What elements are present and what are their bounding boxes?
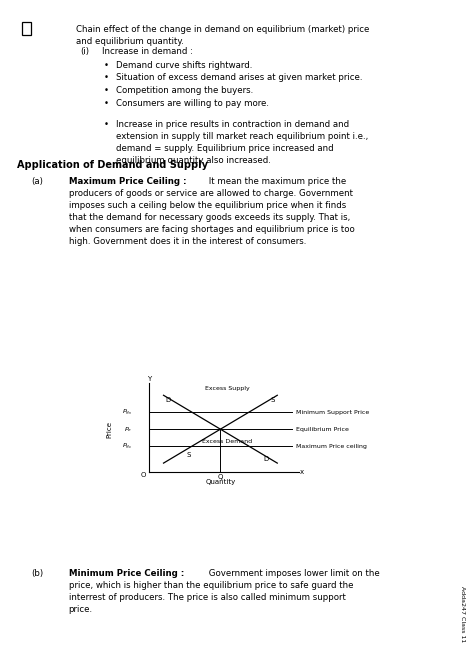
Text: •: • (104, 99, 109, 108)
Text: $P_e$: $P_e$ (124, 425, 132, 434)
Text: (a): (a) (31, 177, 43, 186)
Text: Demand curve shifts rightward.: Demand curve shifts rightward. (116, 61, 253, 69)
Text: producers of goods or service are allowed to charge. Government: producers of goods or service are allowe… (69, 189, 353, 198)
Text: extension in supply till market reach equilibrium point i.e.,: extension in supply till market reach eq… (116, 132, 368, 141)
Text: imposes such a ceiling below the equilibrium price when it finds: imposes such a ceiling below the equilib… (69, 201, 346, 210)
Text: Government imposes lower limit on the: Government imposes lower limit on the (206, 569, 380, 578)
Text: Excess Demand: Excess Demand (202, 440, 253, 444)
Text: demand = supply. Equilibrium price increased and: demand = supply. Equilibrium price incre… (116, 144, 334, 153)
Text: Minimum Support Price: Minimum Support Price (296, 409, 369, 415)
Text: high. Government does it in the interest of consumers.: high. Government does it in the interest… (69, 237, 306, 246)
Text: Q: Q (218, 474, 223, 480)
Text: price.: price. (69, 605, 93, 614)
Text: Adda247 Class 11: Adda247 Class 11 (460, 587, 465, 643)
Text: that the demand for necessary goods exceeds its supply. That is,: that the demand for necessary goods exce… (69, 213, 350, 222)
Text: S: S (271, 397, 275, 403)
Text: Equilibrium Price: Equilibrium Price (296, 427, 349, 432)
Text: Excess Supply: Excess Supply (205, 386, 250, 391)
Text: It mean the maximum price the: It mean the maximum price the (206, 177, 346, 186)
Text: O: O (141, 472, 146, 478)
Text: Maximum Price ceiling: Maximum Price ceiling (296, 444, 367, 449)
Text: when consumers are facing shortages and equilibrium price is too: when consumers are facing shortages and … (69, 225, 355, 234)
Text: (i): (i) (81, 47, 90, 55)
Text: Chain effect of the change in demand on equilibrium (market) price: Chain effect of the change in demand on … (76, 25, 369, 33)
Text: •: • (104, 61, 109, 69)
Text: •: • (104, 73, 109, 82)
Text: Situation of excess demand arises at given market price.: Situation of excess demand arises at giv… (116, 73, 363, 82)
Text: Increase in price results in contraction in demand and: Increase in price results in contraction… (116, 120, 349, 129)
Text: equilibrium quantity also increased.: equilibrium quantity also increased. (116, 156, 271, 165)
Text: $P_{_{Mx}}$: $P_{_{Mx}}$ (122, 442, 132, 451)
Text: $P_{_{Mn}}$: $P_{_{Mn}}$ (122, 407, 132, 417)
Text: interrest of producers. The price is also called minimum support: interrest of producers. The price is als… (69, 593, 346, 602)
Text: Application of Demand and Supply: Application of Demand and Supply (17, 160, 208, 170)
Text: •: • (104, 120, 109, 129)
Text: Y: Y (147, 376, 151, 382)
Text: Competition among the buyers.: Competition among the buyers. (116, 86, 254, 95)
Bar (22, 22, 31, 35)
Text: Maximum Price Ceiling :: Maximum Price Ceiling : (69, 177, 186, 186)
Text: (b): (b) (31, 569, 43, 578)
Text: price, which is higher than the equilibrium price to safe guard the: price, which is higher than the equilibr… (69, 581, 353, 590)
Text: Consumers are willing to pay more.: Consumers are willing to pay more. (116, 99, 269, 108)
Text: Price: Price (106, 421, 112, 438)
Text: D: D (263, 456, 269, 462)
Text: Minimum Price Ceiling :: Minimum Price Ceiling : (69, 569, 184, 578)
Text: S: S (187, 452, 191, 458)
Text: D: D (165, 397, 171, 403)
Text: Quantity: Quantity (205, 479, 236, 485)
Text: Increase in demand :: Increase in demand : (102, 47, 193, 55)
Text: •: • (104, 86, 109, 95)
Text: x: x (300, 468, 303, 474)
Text: and equilibrium quantity.: and equilibrium quantity. (76, 37, 184, 45)
